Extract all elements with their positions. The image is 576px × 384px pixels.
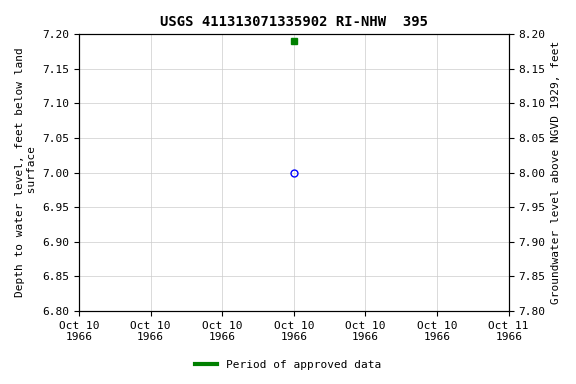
Legend: Period of approved data: Period of approved data (191, 356, 385, 375)
Y-axis label: Groundwater level above NGVD 1929, feet: Groundwater level above NGVD 1929, feet (551, 41, 561, 304)
Y-axis label: Depth to water level, feet below land
 surface: Depth to water level, feet below land su… (15, 48, 37, 298)
Title: USGS 411313071335902 RI-NHW  395: USGS 411313071335902 RI-NHW 395 (160, 15, 428, 29)
